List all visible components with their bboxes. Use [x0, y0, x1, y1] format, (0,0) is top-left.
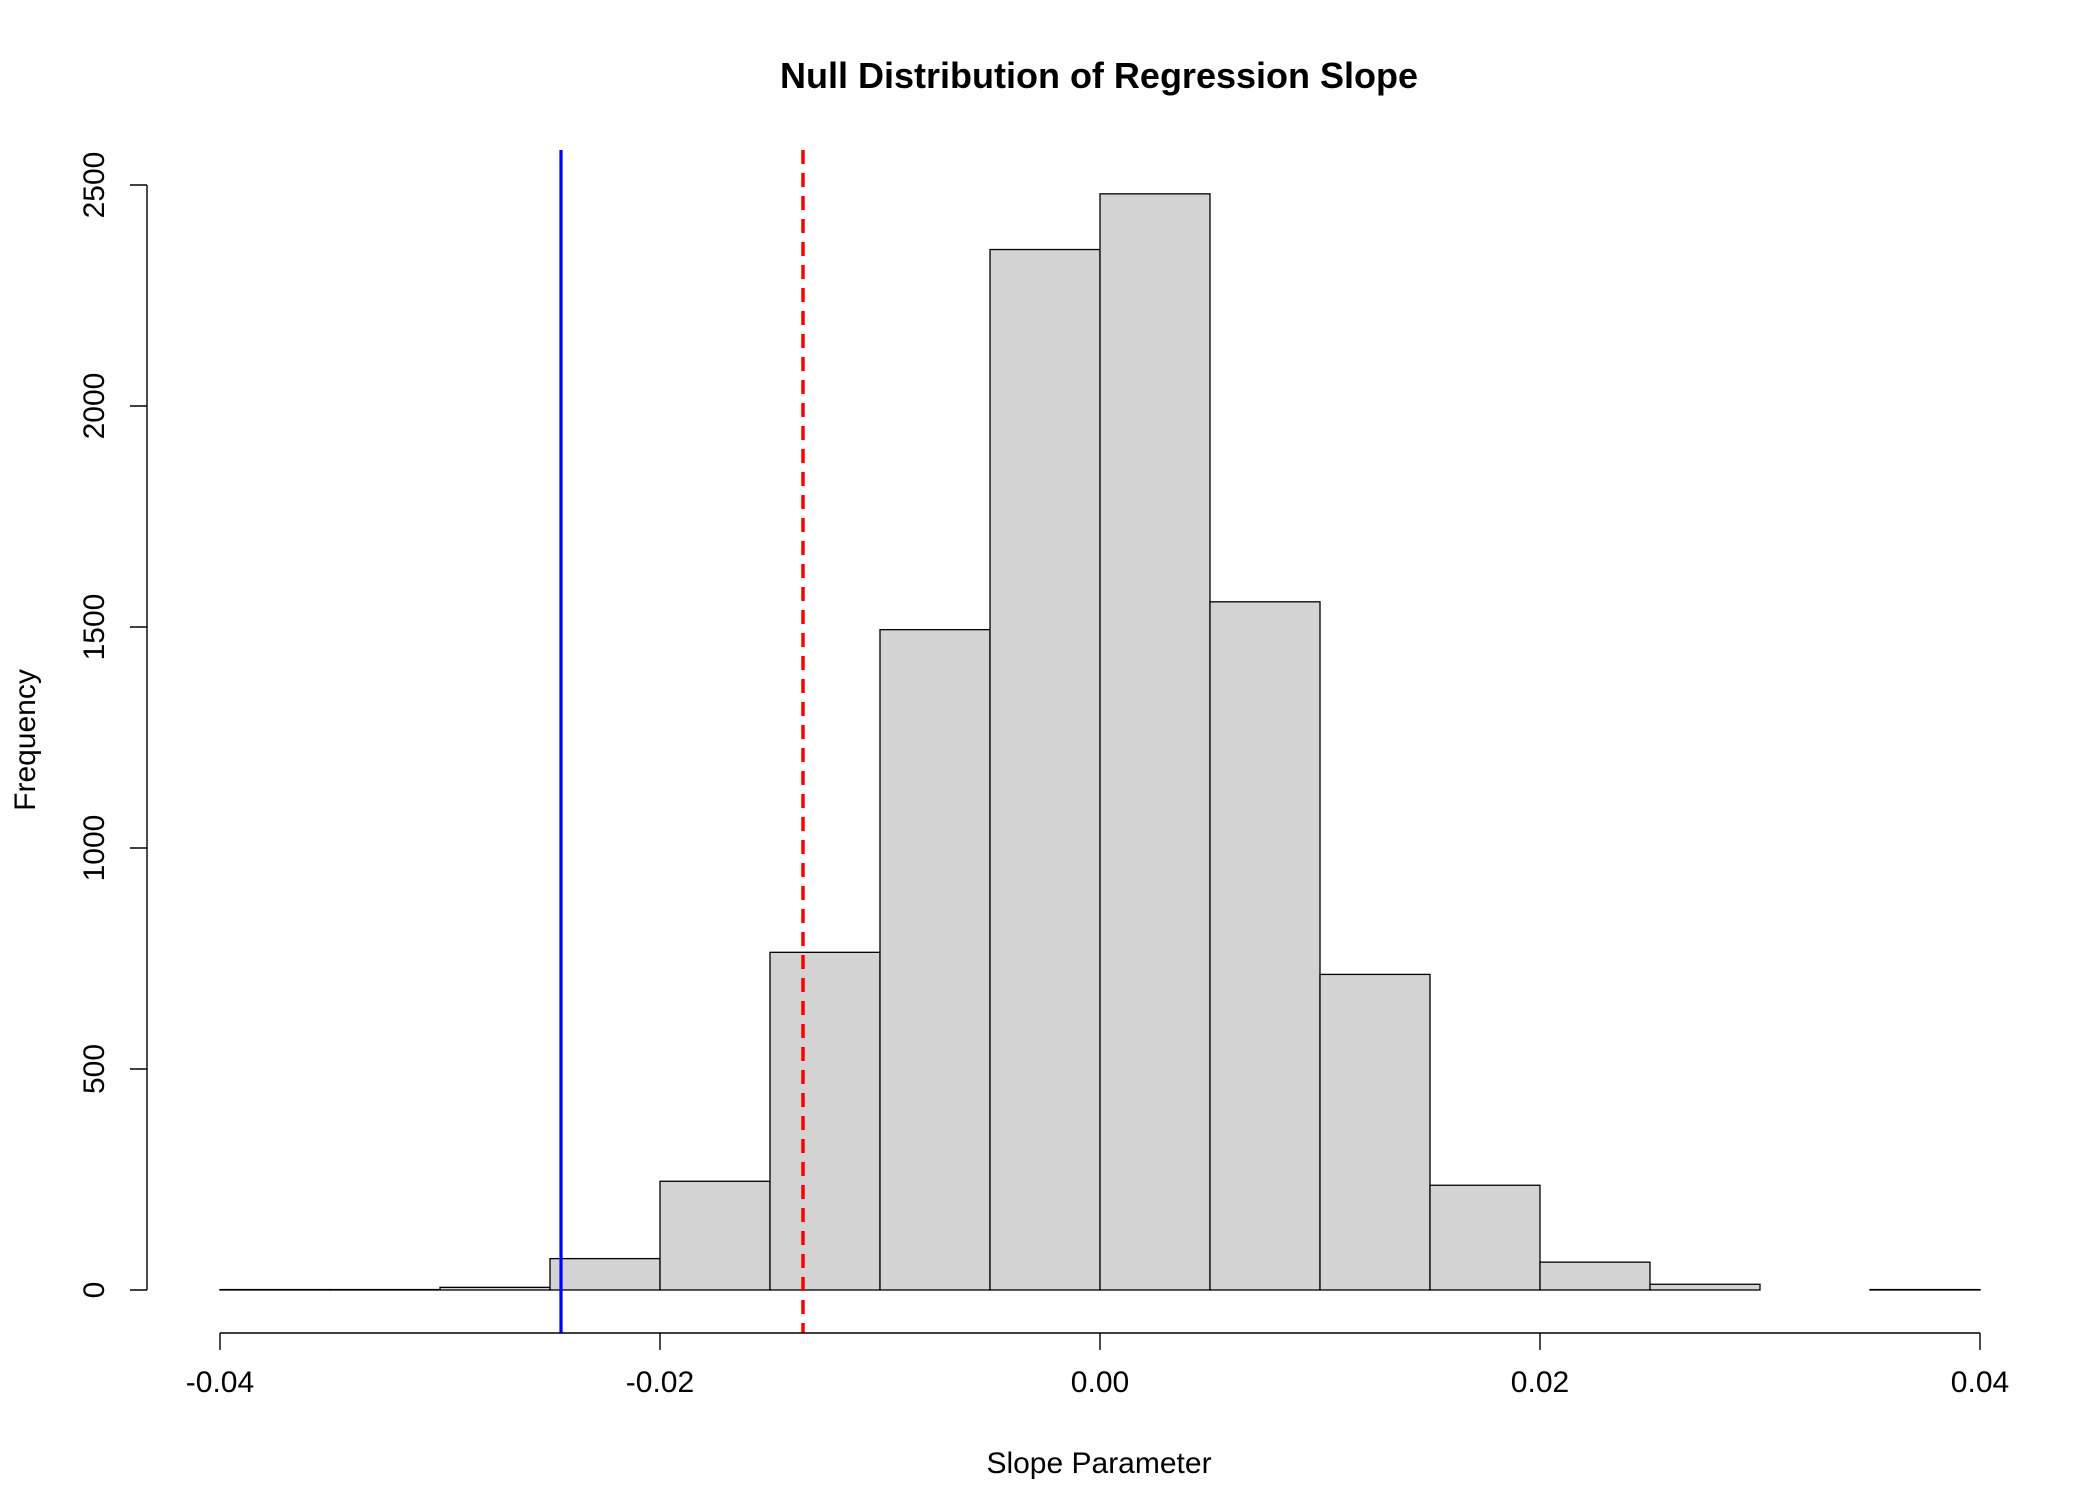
- histogram-bar: [549, 1257, 661, 1291]
- chart-title: Null Distribution of Regression Slope: [780, 55, 1418, 96]
- y-tick-label: 0: [78, 1282, 111, 1299]
- histogram-bar: [1649, 1283, 1761, 1291]
- y-tick-label: 500: [78, 1044, 111, 1094]
- x-tick-label: -0.02: [626, 1366, 694, 1399]
- histogram-bar: [879, 629, 991, 1291]
- histogram-bars: [219, 193, 1981, 1291]
- histogram-bar: [1429, 1184, 1541, 1291]
- x-tick-label: -0.04: [186, 1366, 254, 1399]
- x-axis: -0.04 -0.02 0.00 0.02 0.04: [186, 1332, 2009, 1399]
- histogram-bar: [989, 248, 1101, 1291]
- y-tick-label: 2000: [78, 373, 111, 440]
- x-tick-label: 0.04: [1951, 1366, 2009, 1399]
- x-axis-title: Slope Parameter: [986, 1447, 1211, 1480]
- y-axis: 0 500 1000 1500 2000 2500: [78, 152, 148, 1299]
- histogram-bar: [659, 1180, 771, 1291]
- histogram-bar: [769, 951, 881, 1291]
- y-tick-label: 2500: [78, 152, 111, 219]
- reference-lines: [559, 150, 805, 1333]
- y-tick-label: 1000: [78, 815, 111, 882]
- x-tick-label: 0.00: [1071, 1366, 1129, 1399]
- x-tick-label: 0.02: [1511, 1366, 1569, 1399]
- histogram-bar: [1209, 601, 1321, 1291]
- y-axis-title: Frequency: [9, 669, 42, 811]
- histogram-bar: [1099, 193, 1211, 1291]
- y-tick-label: 1500: [78, 594, 111, 661]
- histogram-bar: [439, 1286, 551, 1291]
- histogram-bar: [1319, 973, 1431, 1291]
- histogram-bar: [1539, 1261, 1651, 1291]
